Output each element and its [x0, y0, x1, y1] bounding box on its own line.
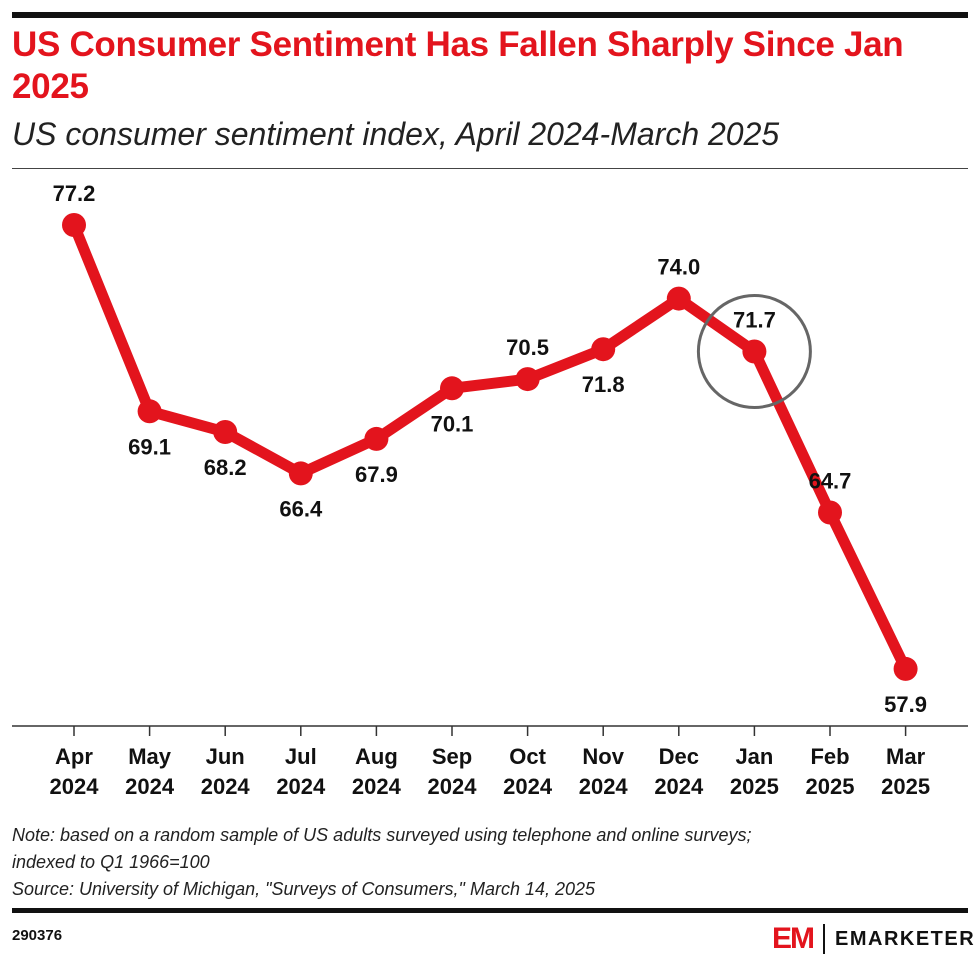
data-point	[742, 339, 767, 364]
data-label: 66.4	[279, 496, 323, 521]
data-label: 74.0	[657, 255, 700, 280]
data-point	[213, 420, 238, 444]
x-tick-label: Jun	[206, 744, 245, 769]
data-label: 77.2	[53, 181, 96, 206]
data-point	[440, 376, 464, 401]
note-text: Note: based on a random sample of US adu…	[12, 825, 752, 845]
x-tick-label: Dec	[659, 744, 699, 769]
x-tick-label: Mar	[886, 744, 926, 769]
data-label: 70.5	[506, 335, 549, 360]
header-divider	[12, 168, 968, 169]
data-point	[288, 461, 313, 486]
x-tick-label: May	[128, 744, 172, 769]
data-label: 71.7	[733, 308, 776, 333]
x-tick-label: 2024	[352, 774, 402, 799]
x-tick-label: 2024	[428, 774, 478, 799]
logo-text: EMARKETER	[835, 927, 976, 950]
data-point	[666, 286, 691, 311]
chart-title: US Consumer Sentiment Has Fallen Sharply…	[12, 25, 904, 106]
x-tick-label: Aug	[355, 744, 398, 769]
x-tick-label: Oct	[509, 744, 546, 769]
data-label: 69.1	[128, 434, 171, 459]
chart-notes: Note: based on a random sample of US adu…	[12, 822, 751, 903]
data-label: 70.1	[431, 411, 474, 436]
x-tick-label: 2025	[730, 774, 779, 799]
data-label: 71.8	[582, 372, 625, 397]
x-tick-label: Jan	[735, 744, 773, 769]
top-rule	[12, 12, 968, 18]
highlight-circle	[696, 294, 812, 409]
series-line	[68, 219, 912, 675]
x-tick-label: Jul	[285, 744, 317, 769]
x-tick-label: Apr	[55, 744, 93, 769]
data-point	[818, 500, 842, 525]
x-tick-label: 2024	[50, 774, 100, 799]
logo-separator	[823, 924, 825, 954]
data-point	[364, 426, 389, 451]
x-tick-label: 2024	[276, 774, 326, 799]
data-point	[515, 367, 540, 392]
x-tick-label: Sep	[432, 744, 472, 769]
x-tick-label: 2024	[201, 774, 251, 799]
data-label: 67.9	[355, 462, 398, 487]
x-tick-label: 2025	[881, 774, 930, 799]
logo-mark: EM	[772, 922, 815, 955]
data-point	[137, 399, 162, 424]
data-label: 68.2	[204, 455, 247, 480]
x-tick-label: Feb	[810, 744, 849, 769]
x-tick-label: 2024	[579, 774, 629, 799]
x-tick-label: 2025	[806, 774, 855, 799]
x-tick-label: 2024	[125, 774, 175, 799]
note-text-2: indexed to Q1 1966=100	[12, 852, 210, 872]
emarketer-logo: EM EMARKETER	[772, 922, 975, 956]
x-tick-label: Nov	[582, 744, 624, 769]
x-tick-label: 2024	[503, 774, 553, 799]
chart-id: 290376	[12, 927, 63, 944]
data-point	[591, 337, 616, 362]
chart-subtitle: US consumer sentiment index, April 2024-…	[12, 116, 780, 152]
data-point	[62, 213, 86, 237]
data-label: 64.7	[809, 469, 852, 494]
data-label: 57.9	[884, 692, 927, 717]
footer-rule	[12, 908, 968, 913]
source-text: Source: University of Michigan, "Surveys…	[12, 879, 596, 899]
data-point	[893, 656, 918, 681]
x-tick-label: 2024	[654, 774, 704, 799]
